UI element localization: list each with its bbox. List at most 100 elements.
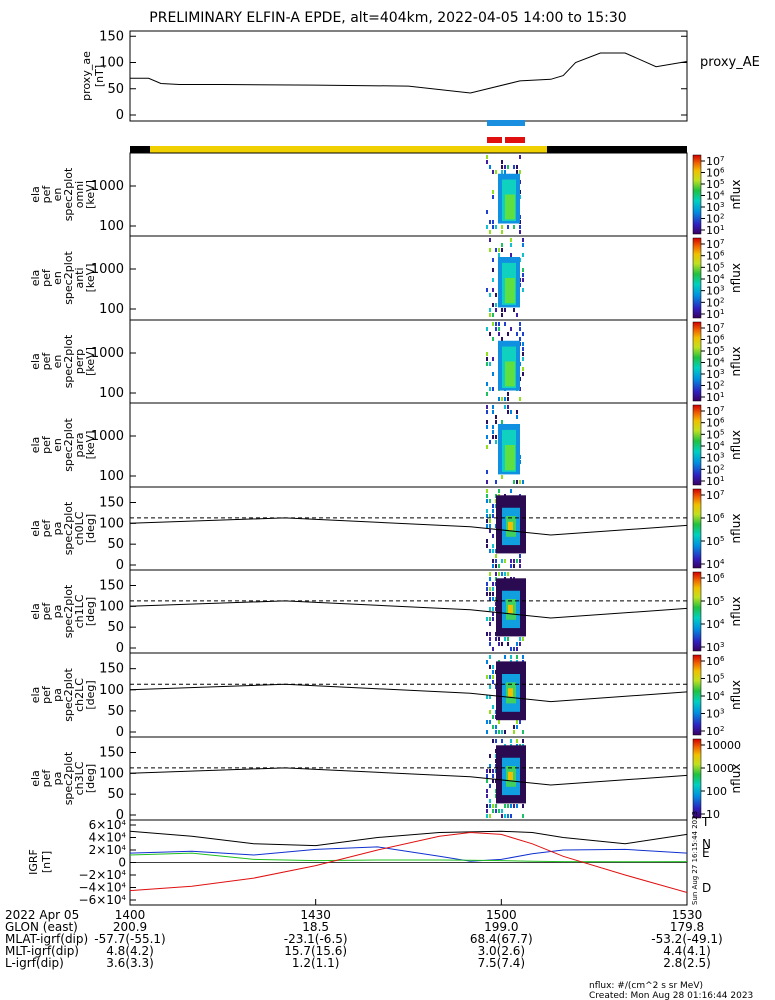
panel-ylabel: spec2plot xyxy=(62,418,75,472)
proxy-ae-ylabel-unit: [nT] xyxy=(93,65,106,87)
spectrogram-cell xyxy=(495,572,497,576)
spectrogram-cell xyxy=(522,730,524,734)
spectrogram-cell xyxy=(510,559,512,563)
spectrogram-cell xyxy=(492,582,494,586)
panel-ylabel: spec2plot xyxy=(62,334,75,388)
spectrogram-cell xyxy=(510,814,512,818)
spectrogram-cell xyxy=(498,248,500,252)
colorbar-tick-label: 104 xyxy=(706,618,725,631)
spectrogram-cell xyxy=(489,710,491,714)
spectrogram-cell xyxy=(522,814,524,818)
spectrogram-cell xyxy=(519,642,521,646)
spectrogram-cell xyxy=(489,499,491,503)
colorbar-tick-label: 100 xyxy=(706,785,727,798)
spectrogram-cell xyxy=(489,675,491,679)
proxy-ae-line xyxy=(130,52,688,94)
ytick-label: 0 xyxy=(116,808,124,823)
panel-ylabel: pef xyxy=(40,769,53,788)
science-bar xyxy=(150,146,547,153)
spectrogram-cell xyxy=(510,327,512,331)
spectrogram-cell xyxy=(492,597,494,601)
spectrogram-cell xyxy=(492,303,494,307)
spectrogram-cell xyxy=(486,789,488,793)
panel-ylabel: perp xyxy=(73,349,86,374)
spectrogram-cell xyxy=(492,405,494,409)
colorbar xyxy=(692,571,702,652)
spectrogram-cell xyxy=(486,160,488,164)
spectrogram-cell xyxy=(492,670,494,674)
spectrogram-cell xyxy=(522,480,524,484)
ytick-label: 150 xyxy=(99,29,124,44)
spectrogram-cell xyxy=(486,155,488,159)
ytick-label: 0 xyxy=(118,856,126,870)
spectrogram-cell xyxy=(489,754,491,758)
colorbar-tick-label: 101 xyxy=(706,224,724,237)
colorbar-tick-label: 103 xyxy=(706,201,724,214)
panel-axes xyxy=(129,319,688,404)
spectrogram-cell xyxy=(522,739,524,743)
spectrogram-cell xyxy=(507,814,509,818)
colorbar-label: nflux xyxy=(729,764,743,794)
proxy-ae-panel: proxy_ae [nT] proxy_AE 150 100 50 0 xyxy=(80,29,760,123)
spectrogram-cell xyxy=(489,804,491,808)
loss-cone-line xyxy=(129,600,688,619)
spectrogram-cell xyxy=(486,544,488,548)
ytick-label: 6×104 xyxy=(89,818,127,832)
spectrogram-cell xyxy=(486,382,488,386)
spectrogram-cell xyxy=(516,655,518,659)
igrf-ylabel-name: IGRF xyxy=(27,849,40,875)
spectrogram-cell xyxy=(486,519,488,523)
spectrogram-cell xyxy=(486,730,488,734)
energy-spectrogram-panel: 1000100elapefenspec2plotperp[keV]1071061… xyxy=(29,319,743,404)
spectrogram-cell xyxy=(519,327,521,331)
igrf-legend-D: D xyxy=(702,881,711,895)
spectrogram-cell xyxy=(492,647,494,651)
colorbar-tick-label: 106 xyxy=(706,572,725,585)
spectrogram-cell xyxy=(516,480,518,484)
spectrogram-cell xyxy=(516,410,518,414)
spectrogram-cell xyxy=(489,519,491,523)
footer-created: Created: Mon Aug 28 01:16:44 2023 xyxy=(589,991,753,1000)
spectrogram-cell xyxy=(522,273,524,277)
spectrogram-cell xyxy=(489,720,491,724)
spectrogram-cell xyxy=(489,665,491,669)
spectrogram-cell xyxy=(492,549,494,553)
spectrogram-cell xyxy=(504,322,506,326)
loss-cone-line xyxy=(129,767,688,786)
energy-spectrogram-panel: 1000100elapefenspec2plotanti[keV]1071061… xyxy=(29,235,743,321)
ytick-label: 1000 xyxy=(91,429,124,444)
spectrogram-cell xyxy=(507,642,509,646)
spectrogram-cell xyxy=(489,587,491,591)
spectrogram-cell xyxy=(489,607,491,611)
panel-ylabel: pa xyxy=(51,605,64,619)
colorbar-tick-label: 104 xyxy=(706,357,725,370)
panel-ylabel: pef xyxy=(40,685,53,704)
spectrogram-cell xyxy=(501,225,503,229)
colorbar-tick-label: 107 xyxy=(706,489,724,502)
colorbar-tick-label: 106 xyxy=(706,167,725,180)
spectrogram-cell xyxy=(489,632,491,636)
panel-ylabel: spec2plot xyxy=(62,584,75,638)
colorbar-tick-label: 104 xyxy=(706,190,725,203)
spectrogram-cell xyxy=(510,647,512,651)
ephemeris-row-label: L-igrf(dip) xyxy=(5,956,64,970)
spectrogram-cell xyxy=(486,720,488,724)
spectrogram-cell xyxy=(516,415,518,419)
colorbar-tick-label: 105 xyxy=(706,428,724,441)
spectrogram-cell xyxy=(507,804,509,808)
spectrogram-cell xyxy=(522,342,524,346)
spectrogram-cell xyxy=(501,160,503,164)
ytick-label: 100 xyxy=(99,599,124,614)
colorbar-label: nflux xyxy=(729,180,743,210)
spectrogram-cell xyxy=(492,357,494,361)
spectrogram-cell xyxy=(513,564,515,568)
spectrogram-cell xyxy=(486,794,488,798)
spectrogram-cell xyxy=(486,357,488,361)
ytick-label: 100 xyxy=(99,469,124,484)
spectrogram-cell xyxy=(492,544,494,548)
spectrogram-cell xyxy=(507,405,509,409)
spectrogram-cell xyxy=(489,572,491,576)
spectrogram-cell xyxy=(492,804,494,808)
spectrogram-cell xyxy=(510,243,512,247)
spectrogram-cell xyxy=(489,362,491,366)
